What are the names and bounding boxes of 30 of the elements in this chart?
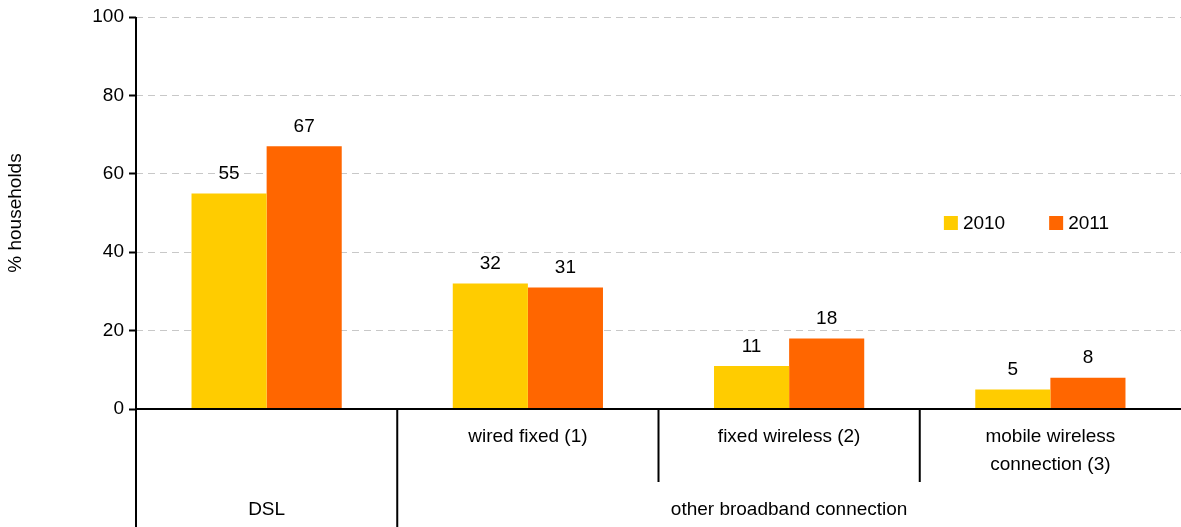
data-label: 11 [741,334,762,356]
bar [191,193,267,409]
bar [527,287,603,409]
legend-label: 2011 [1068,212,1109,234]
data-label: 55 [218,162,240,184]
data-label: 18 [816,307,838,329]
x-tick-label: mobile wireless connection (3) [985,425,1116,475]
y-tick-label: 20 [102,318,124,340]
y-tick-label: 0 [113,397,124,419]
bar [789,338,865,409]
y-tick-label: 60 [102,162,124,184]
bar [266,146,342,409]
data-label: 8 [1082,346,1094,368]
y-tick-label: 40 [102,240,124,262]
data-label: 32 [479,252,501,274]
text: DSL [248,498,286,520]
x-tick-label: fixed wireless (2) [717,425,861,447]
legend-label: 2010 [962,212,1006,234]
bar [975,389,1051,409]
x-tick-label: wired fixed (1) [467,425,588,447]
bar [452,283,528,409]
data-label: 67 [293,115,315,137]
data-label: 31 [554,256,576,278]
bar [714,365,790,409]
text: other broadband connection [670,498,908,520]
y-tick-label: 100 [92,5,124,27]
data-label: 5 [1007,358,1019,380]
y-tick-label: 80 [102,83,124,105]
bar [1050,377,1126,409]
y-axis-title: % households [3,153,25,273]
